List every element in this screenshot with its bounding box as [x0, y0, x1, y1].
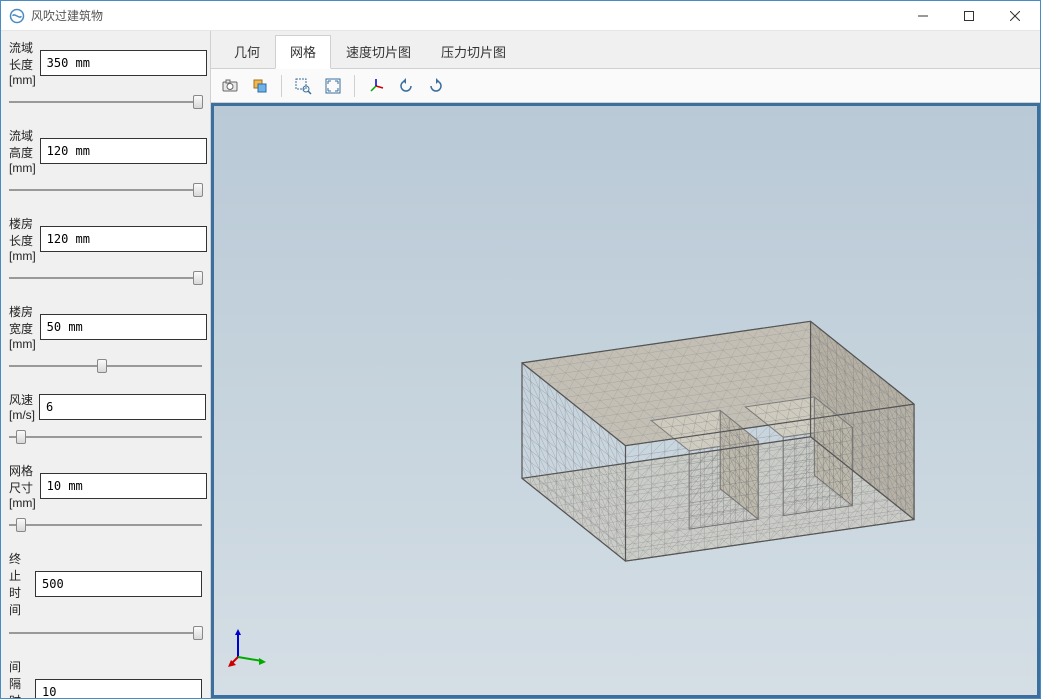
param-p3: 楼房宽度[mm]	[9, 303, 202, 385]
param-slider-p0[interactable]	[9, 95, 202, 109]
param-label: 间隔时间	[9, 658, 31, 698]
param-p0: 流域长度[mm]	[9, 39, 202, 121]
param-input-p5[interactable]	[40, 473, 207, 499]
param-slider-p3[interactable]	[9, 359, 202, 373]
axis-xyz-icon[interactable]	[363, 73, 389, 99]
param-input-p3[interactable]	[40, 314, 207, 340]
param-label: 流域长度[mm]	[9, 39, 36, 87]
camera-icon[interactable]	[217, 73, 243, 99]
toolbar-separator	[354, 75, 355, 97]
tab-0[interactable]: 几何	[219, 35, 275, 68]
viewport-toolbar	[211, 69, 1040, 103]
view-tabs: 几何网格速度切片图压力切片图	[211, 31, 1040, 69]
param-p4: 风速[m/s]	[9, 391, 202, 456]
param-slider-p1[interactable]	[9, 183, 202, 197]
toolbar-separator	[281, 75, 282, 97]
param-input-p4[interactable]	[39, 394, 206, 420]
param-p2: 楼房长度[mm]	[9, 215, 202, 297]
param-input-p7[interactable]	[35, 679, 202, 698]
3d-viewport[interactable]	[211, 103, 1040, 698]
zoom-extents-icon[interactable]	[320, 73, 346, 99]
param-label: 终止时间	[9, 550, 31, 618]
window-controls	[900, 1, 1038, 31]
param-slider-p5[interactable]	[9, 518, 202, 532]
param-input-p1[interactable]	[40, 138, 207, 164]
tab-3[interactable]: 压力切片图	[426, 35, 521, 68]
parameters-panel: 流域长度[mm] 流域高度[mm] 楼房长度[mm]	[1, 31, 211, 698]
rotate-cw-icon[interactable]	[423, 73, 449, 99]
main-area: 流域长度[mm] 流域高度[mm] 楼房长度[mm]	[1, 31, 1040, 698]
maximize-button[interactable]	[946, 1, 992, 31]
param-slider-p2[interactable]	[9, 271, 202, 285]
param-label: 楼房长度[mm]	[9, 215, 36, 263]
param-label: 网格尺寸[mm]	[9, 462, 36, 510]
zoom-window-icon[interactable]	[290, 73, 316, 99]
param-input-p6[interactable]	[35, 571, 202, 597]
param-label: 楼房宽度[mm]	[9, 303, 36, 351]
rotate-ccw-icon[interactable]	[393, 73, 419, 99]
content-area: 几何网格速度切片图压力切片图	[211, 31, 1040, 698]
param-slider-p6[interactable]	[9, 626, 202, 640]
param-p6: 终止时间	[9, 550, 202, 652]
param-input-p2[interactable]	[40, 226, 207, 252]
tab-2[interactable]: 速度切片图	[331, 35, 426, 68]
param-label: 风速[m/s]	[9, 391, 35, 422]
tab-1[interactable]: 网格	[275, 35, 331, 69]
close-button[interactable]	[992, 1, 1038, 31]
layers-icon[interactable]	[247, 73, 273, 99]
param-label: 流域高度[mm]	[9, 127, 36, 175]
param-p1: 流域高度[mm]	[9, 127, 202, 209]
param-p7: 间隔时间	[9, 658, 202, 698]
axis-triad	[228, 627, 268, 667]
app-window: 风吹过建筑物 流域长度[mm] 流域高度[mm]	[0, 0, 1041, 699]
titlebar: 风吹过建筑物	[1, 1, 1040, 31]
param-p5: 网格尺寸[mm]	[9, 462, 202, 544]
param-input-p0[interactable]	[40, 50, 207, 76]
app-icon	[9, 8, 25, 24]
param-slider-p4[interactable]	[9, 430, 202, 444]
minimize-button[interactable]	[900, 1, 946, 31]
mesh-render	[214, 106, 1037, 695]
window-title: 风吹过建筑物	[31, 7, 900, 24]
